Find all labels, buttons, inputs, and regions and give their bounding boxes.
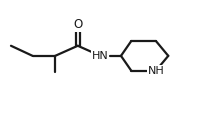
Text: O: O xyxy=(73,18,82,31)
Text: NH: NH xyxy=(147,66,164,76)
Text: HN: HN xyxy=(92,51,108,61)
